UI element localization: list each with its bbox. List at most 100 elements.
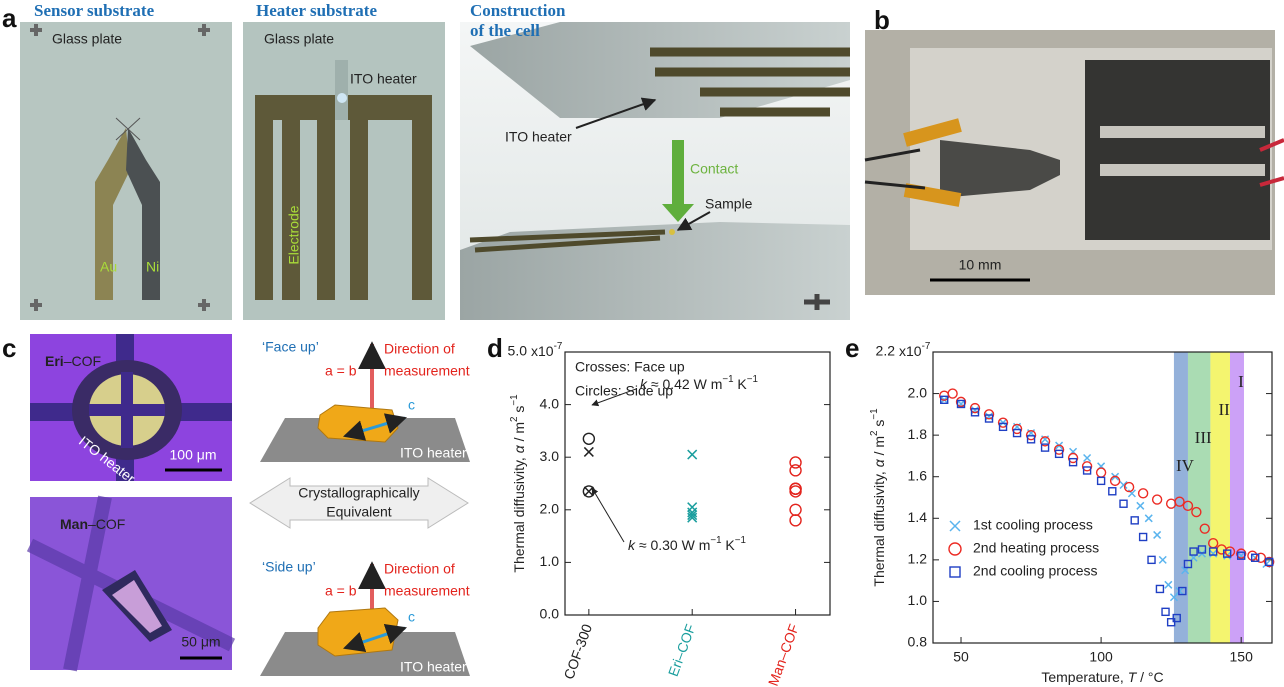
panel-label: c [2, 333, 16, 363]
y-axis-label: Thermal diffusivity, α / m2 s−1 [869, 408, 887, 586]
region-band [1229, 352, 1244, 643]
cross-marker [1158, 555, 1167, 564]
square-marker [1082, 466, 1092, 475]
label: Electrode [286, 205, 302, 264]
circle-marker [955, 396, 967, 408]
panel-label: b [874, 5, 890, 35]
circle-marker [1011, 423, 1023, 435]
note: Circles: Side up [575, 383, 673, 399]
heater-lines [89, 372, 165, 448]
label: Glass plate [52, 31, 122, 47]
square-marker [1208, 547, 1218, 556]
circle-marker [1151, 494, 1163, 505]
y-tick-label: 5.0 [508, 343, 528, 359]
text-part: −1 [735, 535, 746, 546]
square-marker [998, 422, 1008, 432]
text-part: Temperature, [1041, 669, 1127, 685]
circle-marker [1109, 475, 1121, 487]
label: Crystallographically [298, 485, 419, 501]
y-tick-label: 2.0 [908, 384, 928, 400]
circle-marker [789, 503, 802, 516]
cross-marker [1175, 587, 1184, 596]
au-electrode [95, 128, 130, 300]
label: measurement [384, 363, 470, 379]
substrate [260, 632, 470, 676]
square-marker [1119, 499, 1128, 508]
circle-marker [948, 542, 962, 556]
circle-marker [1123, 481, 1135, 493]
junction [115, 117, 141, 141]
circle-marker [1235, 548, 1247, 559]
text-part: k [640, 376, 648, 392]
circle-marker [1025, 429, 1037, 441]
title: Sensor substrate [34, 1, 155, 20]
label-part: Eri [45, 353, 64, 369]
square-marker [1108, 487, 1117, 496]
label: a = b [325, 363, 357, 379]
square-marker [1147, 555, 1156, 565]
label: ITO heater [400, 445, 467, 461]
x-tick-label: Eri–COF [665, 622, 699, 679]
crystal [317, 607, 399, 657]
square-marker [1250, 553, 1260, 562]
label: Man–COF [60, 516, 125, 532]
square-marker [956, 399, 966, 409]
label: Au [100, 259, 117, 275]
y-tick-label: 2.0 [540, 501, 560, 517]
text-part: −1 [869, 408, 880, 419]
label-part: Man [60, 516, 88, 532]
upper-electrodes [650, 47, 850, 117]
y-tick-label: 1.0 [908, 592, 928, 608]
ni-electrode [126, 128, 160, 300]
circle-marker [789, 514, 802, 527]
sensor-electrodes [940, 140, 1060, 198]
text-part: α [511, 444, 527, 453]
square-marker [1026, 435, 1036, 444]
text-part: Thermal diffusivity, [511, 453, 527, 572]
cross-marker [1136, 501, 1145, 510]
text-part: x10 [531, 343, 554, 359]
text-part: ≈ 0.42 W m [647, 376, 722, 392]
y-tick-label: 0.8 [908, 634, 928, 650]
panel-label: d [487, 333, 503, 363]
label: Direction of [384, 341, 455, 357]
lower-electrodes [469, 229, 666, 253]
region-band [1210, 352, 1230, 643]
region-label: I [1238, 372, 1244, 391]
circle-marker [1182, 500, 1194, 512]
title: Construction [470, 1, 566, 20]
square-marker [1264, 557, 1274, 567]
region-label: III [1195, 428, 1212, 447]
label: ITO heater [350, 71, 417, 87]
circle-marker [789, 464, 802, 477]
text-part: / m [871, 436, 887, 459]
label-part: –COF [64, 353, 101, 369]
text-part: K [722, 537, 736, 553]
corner-marks [30, 24, 210, 311]
x-tick-label: 100 [1089, 649, 1113, 665]
c-axis [343, 624, 407, 652]
y-axis-label: Thermal diffusivity, α / m2 s−1 [509, 394, 527, 572]
circle-marker [1095, 467, 1107, 478]
circle-marker [789, 482, 802, 495]
square-marker [970, 408, 980, 417]
y-tick-label: 2.2 [876, 343, 896, 359]
cross-marker [949, 520, 961, 532]
circle-marker [1191, 506, 1202, 518]
label: Direction of [384, 561, 455, 577]
circle-marker [1263, 556, 1275, 568]
circle-marker [1174, 496, 1185, 507]
text-part: 2 [869, 430, 880, 435]
square-marker [1068, 457, 1078, 467]
text-part: −1 [509, 394, 520, 405]
panel-b: b 10 mm [864, 5, 1284, 295]
x-axis-label: Temperature, T / °C [1041, 669, 1163, 685]
text-part: −1 [722, 374, 733, 385]
wires [1259, 138, 1284, 187]
label: Sample [705, 196, 753, 212]
side-up-schematic: ‘Side up’ Direction of measurement a = b… [260, 559, 470, 676]
panel-c: c Eri–COF ITO heater 100 μm Man–COF 50 μ… [2, 333, 470, 676]
circle-marker [983, 409, 995, 420]
label: ‘Face up’ [262, 339, 319, 355]
square-marker [1130, 516, 1139, 525]
